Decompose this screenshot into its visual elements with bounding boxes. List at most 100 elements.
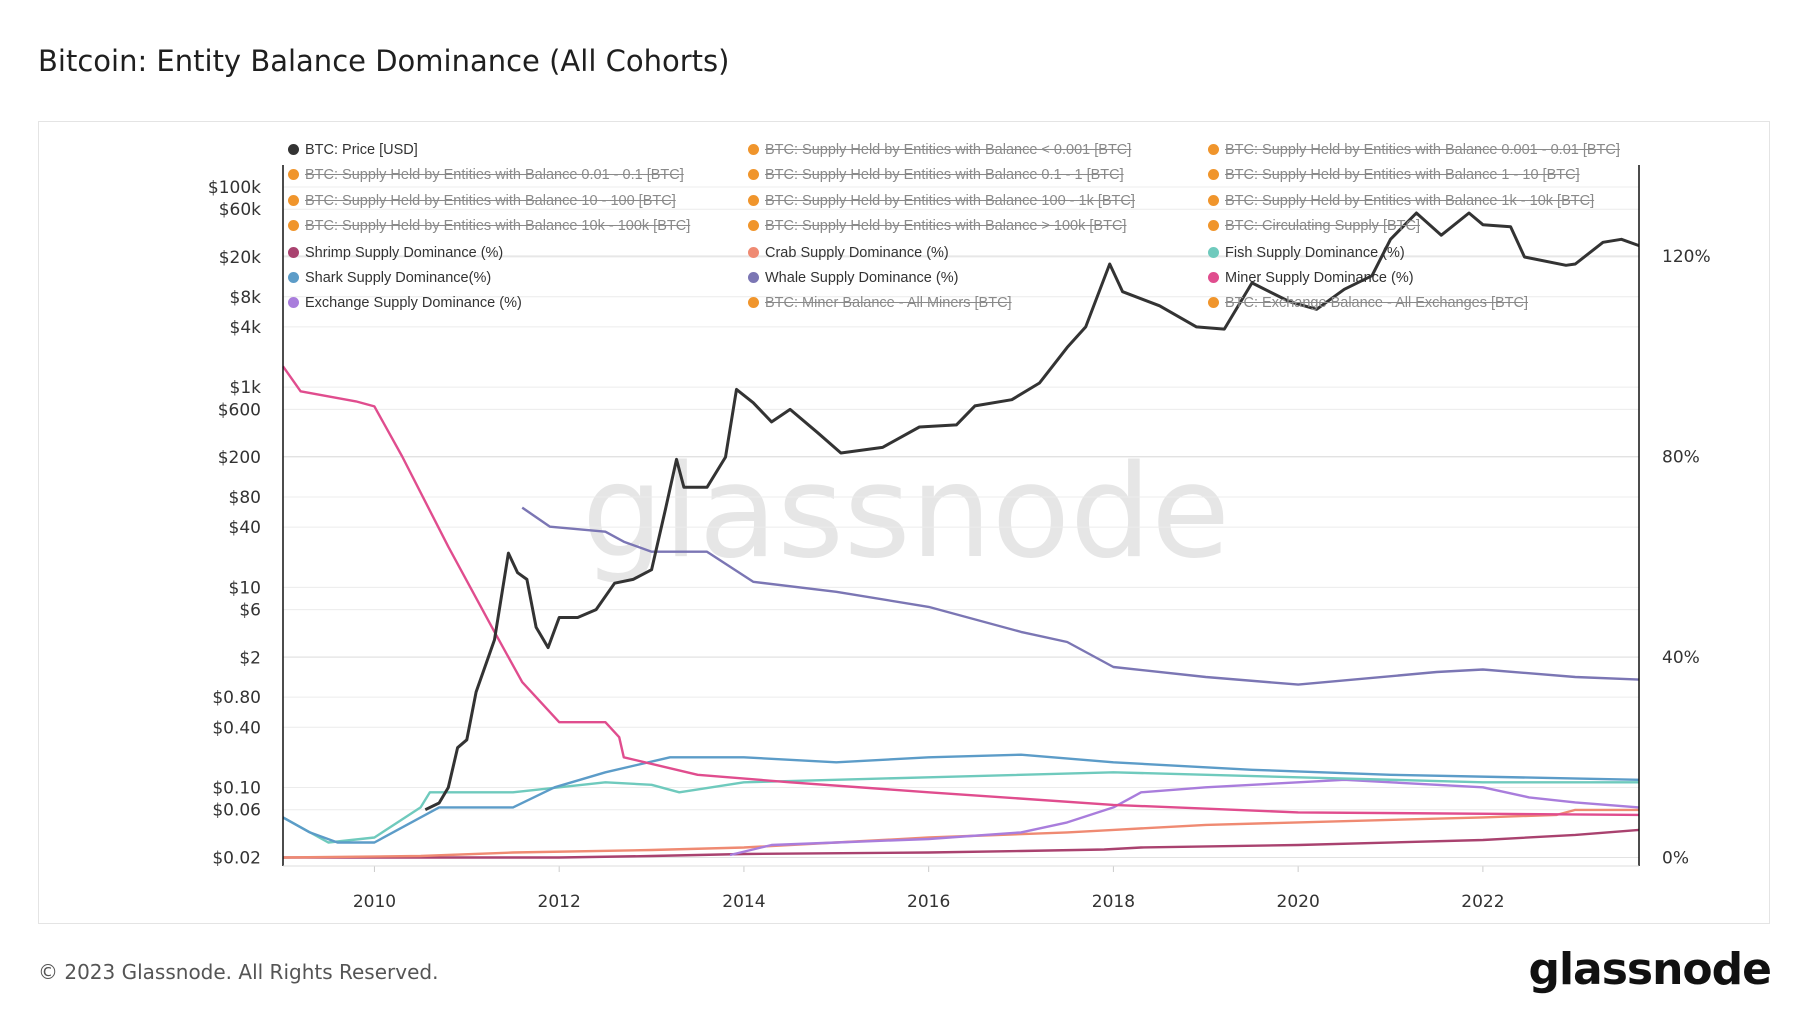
legend-dot-icon [748,144,759,155]
legend-item[interactable]: BTC: Supply Held by Entities with Balanc… [1208,192,1594,210]
legend-label: BTC: Circulating Supply [BTC] [1225,218,1421,234]
legend-item[interactable]: BTC: Supply Held by Entities with Balanc… [1208,166,1580,184]
legend-item[interactable]: BTC: Supply Held by Entities with Balanc… [288,166,684,184]
x-tick-label: 2018 [1092,892,1135,912]
x-tick-label: 2022 [1461,892,1504,912]
legend-label: Miner Supply Dominance (%) [1225,270,1414,286]
legend-dot-icon [748,297,759,308]
legend-item[interactable]: Shark Supply Dominance(%) [288,269,491,287]
y-left-tick-label: $0.40 [212,718,261,738]
y-left-tick-label: $0.02 [212,849,261,869]
legend-label: BTC: Price [USD] [305,142,418,158]
copyright: © 2023 Glassnode. All Rights Reserved. [38,960,439,984]
glassnode-logo: glassnode [1528,944,1772,995]
legend-label: BTC: Supply Held by Entities with Balanc… [305,193,676,209]
y-left-tick-label: $2 [239,648,261,668]
legend-label: BTC: Supply Held by Entities with Balanc… [765,193,1135,209]
series-line-exchange-supply-dominance [729,778,1640,857]
legend-item[interactable]: BTC: Supply Held by Entities with Balanc… [288,192,676,210]
legend-label: Shark Supply Dominance(%) [305,270,492,286]
y-right-tick-label: 120% [1662,247,1711,267]
legend-dot-icon [748,272,759,283]
series-line-shark-supply-dominance [282,753,1640,844]
legend-label: Exchange Supply Dominance (%) [305,295,522,311]
x-tick-label: 2020 [1277,892,1320,912]
legend-item[interactable]: BTC: Supply Held by Entities with Balanc… [1208,141,1620,159]
legend-item[interactable]: BTC: Price [USD] [288,141,418,159]
legend-dot-icon [288,272,299,283]
watermark: glassnode [582,438,1230,587]
y-left-tick-label: $4k [230,318,262,338]
legend-label: BTC: Supply Held by Entities with Balanc… [305,218,691,234]
legend-item[interactable]: BTC: Circulating Supply [BTC] [1208,217,1420,235]
legend-item[interactable]: Whale Supply Dominance (%) [748,269,958,287]
series-line-shrimp-supply-dominance [283,828,1640,859]
y-left-tick-label: $600 [218,400,261,420]
legend-dot-icon [288,144,299,155]
y-left-tick-label: $20k [219,248,261,268]
legend-dot-icon [1208,195,1219,206]
legend-label: BTC: Supply Held by Entities with Balanc… [765,142,1132,158]
y-left-tick-label: $0.80 [212,688,261,708]
legend-item[interactable]: BTC: Supply Held by Entities with Balanc… [748,192,1135,210]
y-left-tick-label: $80 [229,488,261,508]
legend-dot-icon [1208,247,1219,258]
series-line-miner-supply-dominance [282,365,1640,817]
legend-label: Shrimp Supply Dominance (%) [305,245,504,261]
legend-label: BTC: Supply Held by Entities with Balanc… [765,167,1124,183]
y-right-tick-label: 80% [1662,448,1700,468]
x-tick-label: 2016 [907,892,950,912]
legend-item[interactable]: Exchange Supply Dominance (%) [288,294,522,312]
y-left-tick-label: $10 [229,578,261,598]
x-tick-label: 2010 [353,892,396,912]
legend-label: BTC: Miner Balance - All Miners [BTC] [765,295,1012,311]
y-left-tick-label: $100k [208,178,261,198]
legend-item[interactable]: Fish Supply Dominance (%) [1208,244,1405,262]
legend-label: BTC: Supply Held by Entities with Balanc… [305,167,684,183]
y-left-tick-label: $200 [218,448,261,468]
legend-dot-icon [1208,297,1219,308]
legend-item[interactable]: BTC: Exchange Balance - All Exchanges [B… [1208,294,1528,312]
legend-dot-icon [1208,169,1219,180]
legend-dot-icon [748,247,759,258]
chart-frame [38,121,1770,924]
y-left-tick-label: $6 [239,601,261,621]
legend-item[interactable]: Crab Supply Dominance (%) [748,244,949,262]
legend-dot-icon [288,297,299,308]
legend-label: Fish Supply Dominance (%) [1225,245,1405,261]
legend-dot-icon [1208,220,1219,231]
y-left-tick-label: $60k [219,200,261,220]
x-tick-label: 2014 [722,892,765,912]
legend-item[interactable]: Miner Supply Dominance (%) [1208,269,1414,287]
page-title: Bitcoin: Entity Balance Dominance (All C… [38,44,730,78]
legend-dot-icon [748,169,759,180]
legend-dot-icon [1208,272,1219,283]
legend-dot-icon [288,220,299,231]
legend-label: Crab Supply Dominance (%) [765,245,949,261]
legend-dot-icon [748,220,759,231]
legend-label: BTC: Supply Held by Entities with Balanc… [1225,193,1595,209]
y-left-tick-label: $8k [230,288,262,308]
series-line-whale-supply-dominance [521,506,1640,686]
legend-dot-icon [748,195,759,206]
legend-item[interactable]: BTC: Supply Held by Entities with Balanc… [288,217,690,235]
y-right-tick-label: 40% [1662,648,1700,668]
legend-label: BTC: Supply Held by Entities with Balanc… [765,218,1127,234]
legend-label: Whale Supply Dominance (%) [765,270,959,286]
series-line-fish-supply-dominance [282,771,1639,844]
legend-item[interactable]: BTC: Miner Balance - All Miners [BTC] [748,294,1012,312]
series-line-btc-price-usd [424,211,1640,812]
legend-item[interactable]: BTC: Supply Held by Entities with Balanc… [748,141,1131,159]
legend-item[interactable]: BTC: Supply Held by Entities with Balanc… [748,166,1124,184]
legend-dot-icon [288,195,299,206]
legend-item[interactable]: Shrimp Supply Dominance (%) [288,244,503,262]
series-line-crab-supply-dominance [282,808,1639,859]
y-left-tick-label: $0.10 [212,779,261,799]
y-right-tick-label: 0% [1662,849,1689,869]
y-left-tick-label: $1k [230,378,262,398]
legend-label: BTC: Supply Held by Entities with Balanc… [1225,167,1580,183]
legend-label: BTC: Exchange Balance - All Exchanges [B… [1225,295,1529,311]
legend-item[interactable]: BTC: Supply Held by Entities with Balanc… [748,217,1126,235]
legend-label: BTC: Supply Held by Entities with Balanc… [1225,142,1620,158]
